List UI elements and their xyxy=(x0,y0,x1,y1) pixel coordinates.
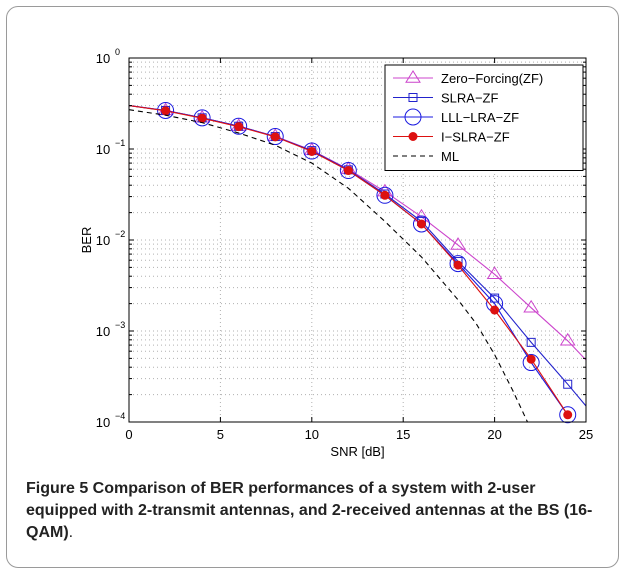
legend: Zero−Forcing(ZF) SLRA−ZF LLL−LRA−ZF I−SLRA−… xyxy=(384,64,584,171)
y-axis-label: BER xyxy=(79,227,94,254)
data-point-zf xyxy=(486,266,503,279)
x-tick-label: 5 xyxy=(217,427,224,442)
series-layer xyxy=(128,101,587,424)
y-tick-exponent: 0 xyxy=(115,47,120,57)
data-point-islra xyxy=(380,190,390,200)
caption-text: Comparison of BER performances of a syst… xyxy=(26,480,593,541)
data-point-islra xyxy=(563,410,573,420)
tick-layer: 0 5 10 15 20 25 10 −4 10 −3 10 −2 10 −1 10 0 xyxy=(96,47,593,442)
y-tick-label: 10 xyxy=(96,233,110,248)
series-ml xyxy=(128,109,528,423)
data-point-lll xyxy=(522,354,540,372)
data-point-zf xyxy=(559,332,576,346)
data-point-islra xyxy=(416,219,426,229)
data-point-lll xyxy=(266,128,284,146)
data-point-islra xyxy=(526,354,536,364)
y-tick-label: 10 xyxy=(96,142,110,157)
legend-marker-islra xyxy=(408,132,418,141)
y-tick-exponent: −3 xyxy=(115,320,125,330)
data-point-lll xyxy=(559,406,577,424)
data-point-lll xyxy=(193,109,211,127)
data-point-lll xyxy=(376,186,394,204)
data-point-slra xyxy=(563,379,573,389)
data-point-slra xyxy=(490,293,500,303)
ber-chart: 0 5 10 15 20 25 10 −4 10 −3 10 −2 10 −1 10 0 SNR [dB] B… xyxy=(79,47,593,459)
y-tick-exponent: −4 xyxy=(115,411,125,421)
x-axis-label: SNR [dB] xyxy=(330,444,384,459)
data-point-lll xyxy=(339,162,357,180)
y-tick-label: 10 xyxy=(96,415,110,430)
y-tick-exponent: −1 xyxy=(115,138,125,148)
legend-marker-lll xyxy=(404,108,422,126)
x-tick-label: 15 xyxy=(396,427,410,442)
legend-marker-zf xyxy=(405,70,421,83)
data-point-islra xyxy=(453,260,463,270)
legend-label-lll: LLL−LRA−ZF xyxy=(441,110,519,125)
data-point-zf xyxy=(523,299,540,313)
x-tick-label: 25 xyxy=(579,427,593,442)
y-tick-exponent: −2 xyxy=(115,229,125,239)
data-point-lll xyxy=(412,215,430,233)
caption-label: Figure 5 xyxy=(26,480,89,497)
figure-caption: Figure 5 Comparison of BER performances … xyxy=(26,478,601,544)
legend-label-zf: Zero−Forcing(ZF) xyxy=(441,71,543,86)
caption-end: . xyxy=(68,524,74,541)
data-point-islra xyxy=(307,146,317,156)
legend-label-ml: ML xyxy=(441,149,459,164)
data-point-islra xyxy=(343,166,353,176)
data-point-islra xyxy=(490,305,500,315)
x-tick-label: 0 xyxy=(125,427,132,442)
y-tick-label: 10 xyxy=(96,324,110,339)
data-point-lll xyxy=(230,117,248,135)
x-tick-label: 20 xyxy=(487,427,501,442)
data-point-lll xyxy=(157,101,175,119)
data-point-slra xyxy=(526,337,536,347)
data-point-lll xyxy=(303,142,321,160)
data-point-islra xyxy=(197,113,207,123)
legend-label-slra: SLRA−ZF xyxy=(441,91,498,106)
series-islra xyxy=(128,105,573,420)
data-point-islra xyxy=(270,132,280,142)
x-tick-label: 10 xyxy=(305,427,319,442)
data-point-islra xyxy=(234,122,244,132)
legend-marker-slra xyxy=(408,93,418,102)
data-point-islra xyxy=(161,106,171,116)
data-point-lll xyxy=(449,255,467,273)
series-line-ml xyxy=(128,109,528,423)
y-tick-label: 10 xyxy=(96,51,110,66)
data-point-zf xyxy=(450,237,466,250)
legend-label-islra: I−SLRA−ZF xyxy=(441,130,510,145)
